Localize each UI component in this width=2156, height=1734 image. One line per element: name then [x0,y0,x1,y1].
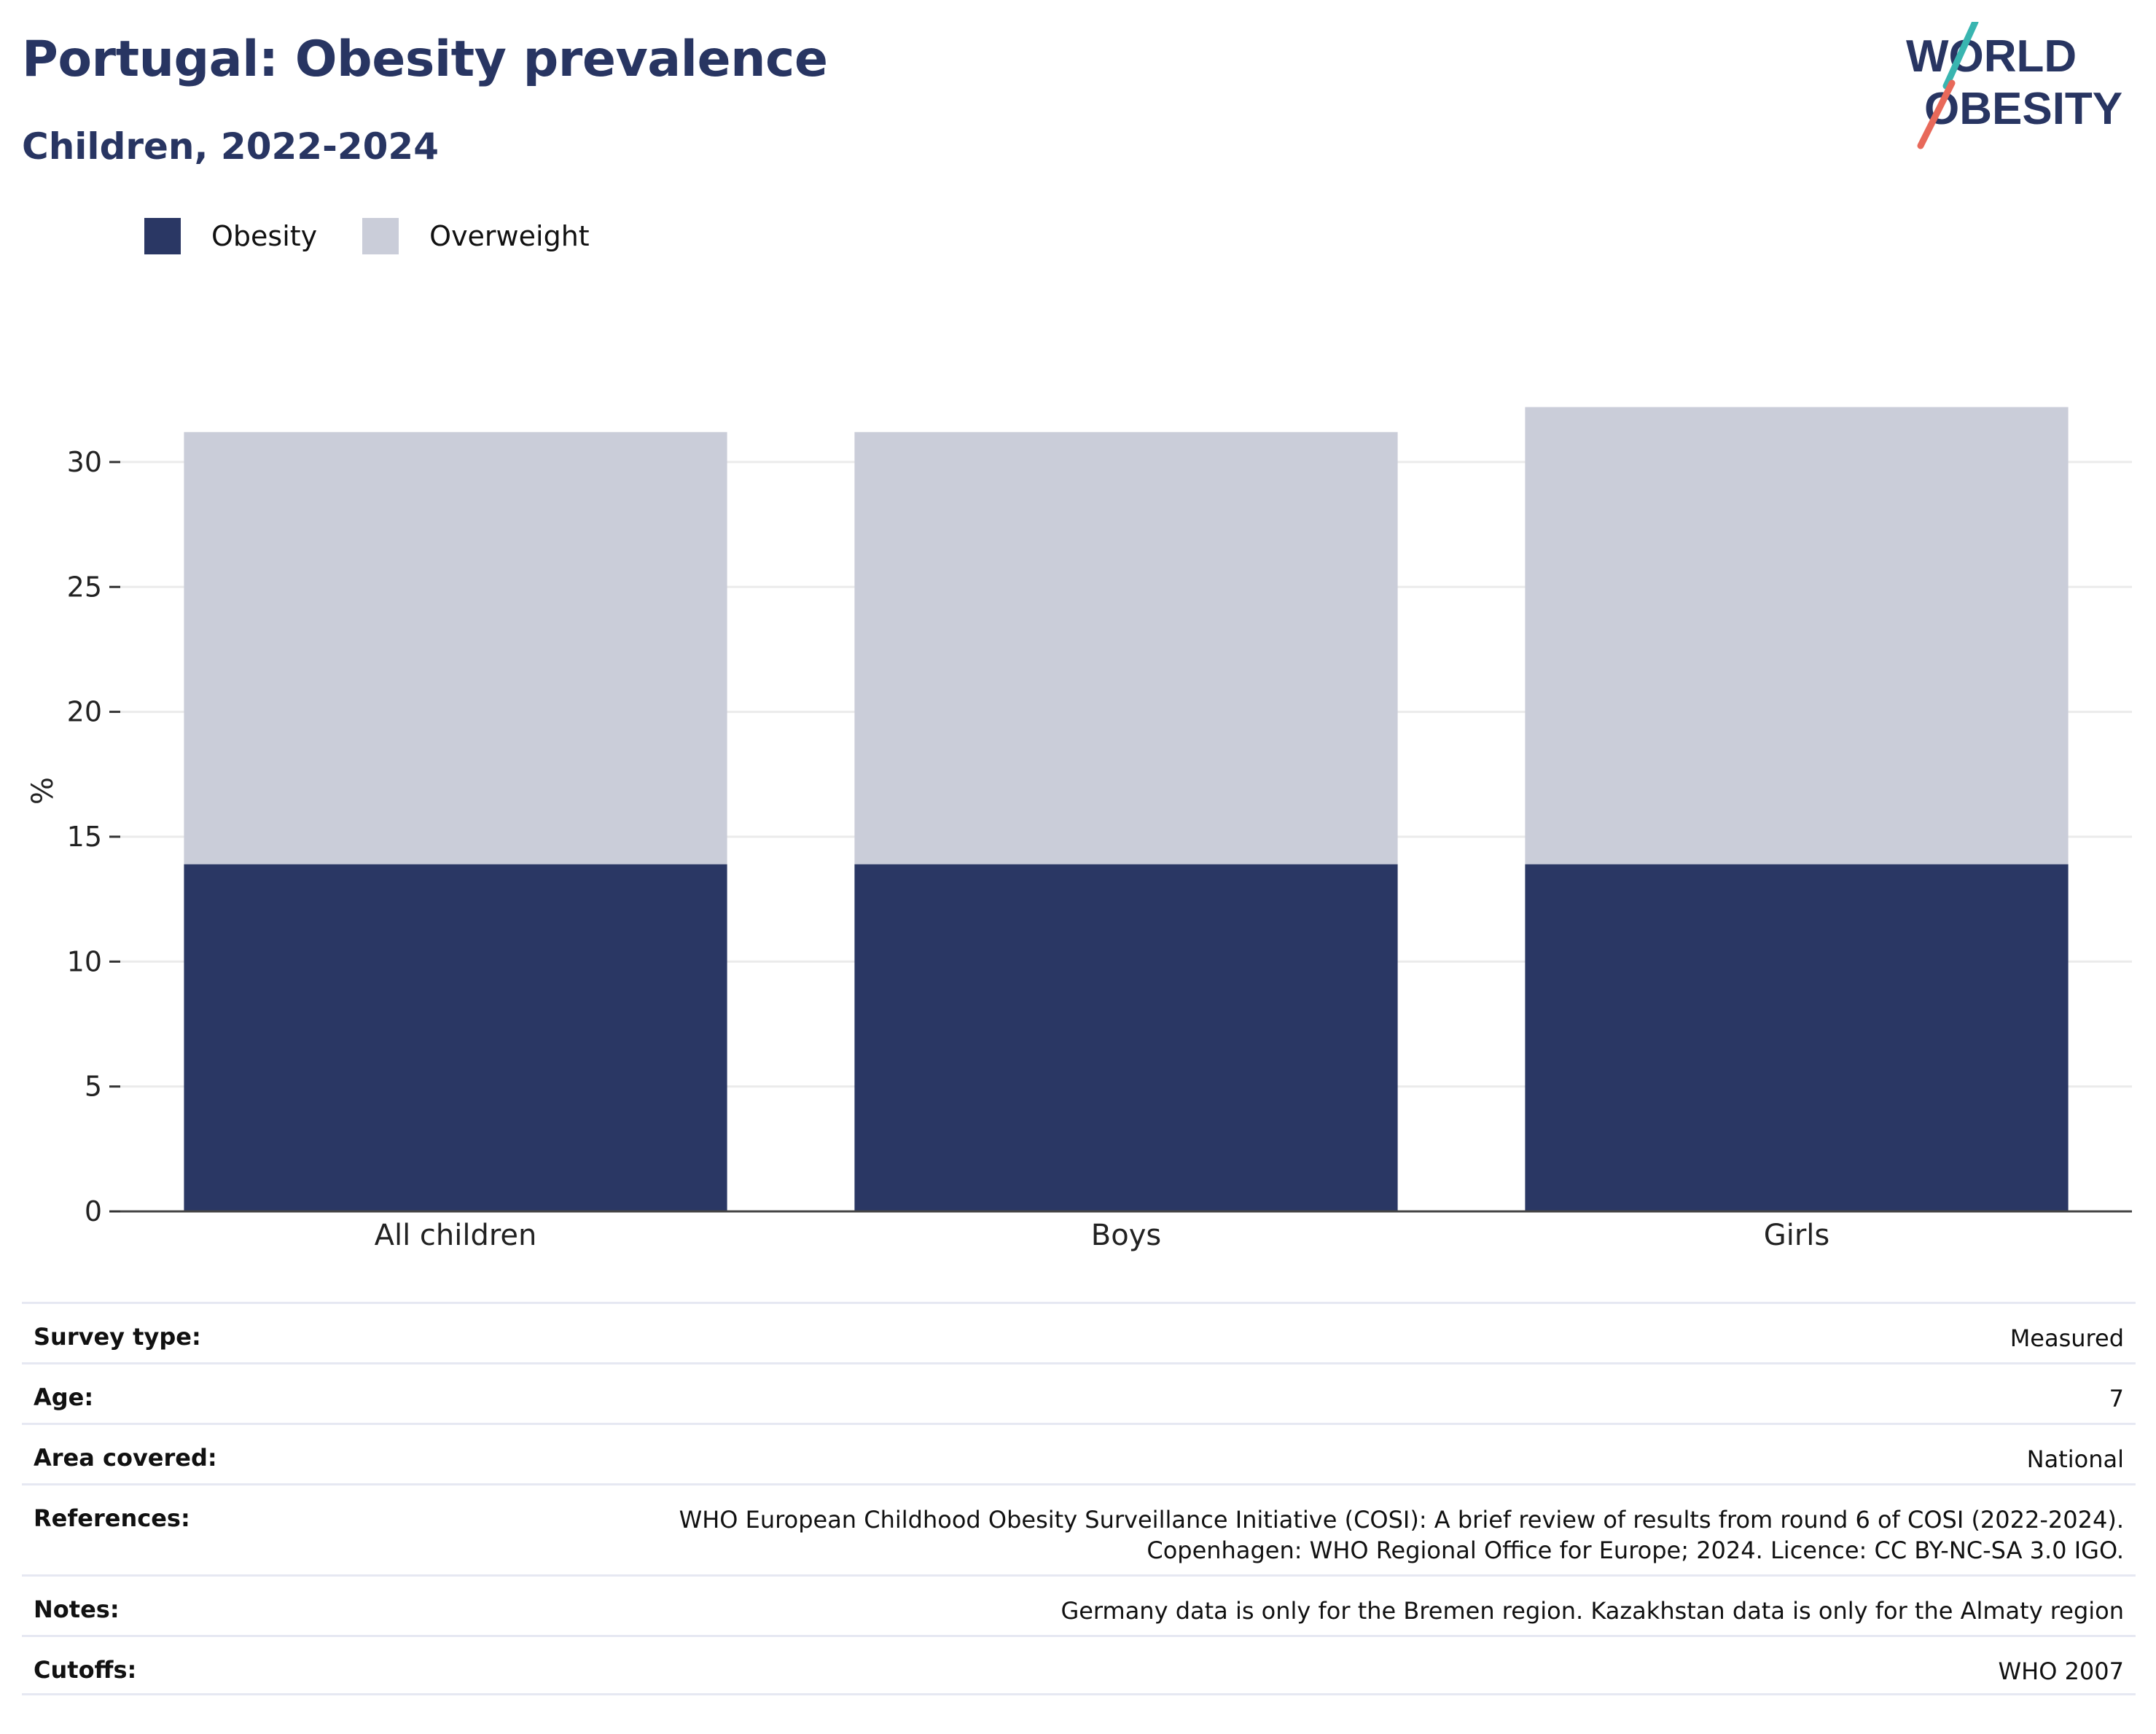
meta-value: WHO 2007 [1998,1657,2125,1685]
bar-obesity-girls [1525,864,2069,1211]
reference-line: WHO European Childhood Obesity Surveilla… [679,1506,2124,1534]
meta-value: 7 [2109,1385,2124,1413]
meta-value: National [2026,1445,2124,1473]
svg-text:WORLD: WORLD [1906,31,2077,82]
metadata-table: Survey type: Measured Age: 7 Area covere… [22,1302,2136,1695]
legend-item-obesity[interactable]: Obesity [144,218,317,254]
y-tick-label: 25 [67,571,102,603]
meta-label: Area covered: [34,1444,217,1472]
bar-obesity-boys [854,864,1398,1211]
meta-label: Age: [34,1383,94,1411]
legend-swatch-obesity [144,218,181,254]
meta-row-notes: Notes: Germany data is only for the Brem… [22,1574,2136,1635]
y-tick-label: 15 [67,821,102,853]
chart-legend: Obesity Overweight [144,217,635,255]
bar-obesity-all-children [184,864,727,1211]
y-tick-label: 5 [85,1071,102,1103]
page-subtitle: Children, 2022-2024 [22,125,439,168]
meta-value: Germany data is only for the Bremen regi… [1061,1597,2124,1625]
y-tick-label: 10 [67,945,102,977]
y-tick-label: 20 [67,696,102,728]
y-axis-label: % [26,777,60,805]
bar-overweight-boys [854,431,1398,864]
meta-row-cutoffs: Cutoffs: WHO 2007 [22,1635,2136,1695]
x-tick-label: Girls [1764,1219,1830,1252]
meta-row-survey-type: Survey type: Measured [22,1302,2136,1362]
meta-label: Survey type: [34,1323,201,1351]
x-tick-label: Boys [1091,1219,1161,1252]
meta-label: Notes: [34,1596,120,1623]
bar-overweight-girls [1525,407,2069,864]
bar-overweight-all-children [184,431,727,864]
meta-label: References: [34,1504,190,1532]
y-tick-label: 30 [67,446,102,478]
svg-text:OBESITY: OBESITY [1924,84,2122,134]
legend-label-obesity: Obesity [211,220,318,252]
world-obesity-logo: WORLD OBESITY [1906,22,2122,149]
reference-line: Copenhagen: WHO Regional Office for Euro… [1147,1536,2124,1564]
meta-row-area-covered: Area covered: National [22,1423,2136,1483]
legend-item-overweight[interactable]: Overweight [362,218,590,254]
stacked-bar-chart: 0 5 10 15 20 25 30% All children Boys Girls [26,407,2132,1252]
meta-value: Measured [2009,1324,2124,1352]
meta-row-references: References: WHO European Childhood Obesi… [22,1483,2136,1574]
meta-row-age: Age: 7 [22,1362,2136,1423]
x-tick-label: All children [375,1219,537,1252]
meta-value-references: WHO European Childhood Obesity Surveilla… [679,1504,2124,1566]
page-title: Portugal: Obesity prevalence [22,31,828,88]
legend-label-overweight: Overweight [429,220,590,252]
legend-swatch-overweight [362,218,399,254]
y-tick-label: 0 [85,1195,102,1227]
meta-label: Cutoffs: [34,1656,137,1684]
